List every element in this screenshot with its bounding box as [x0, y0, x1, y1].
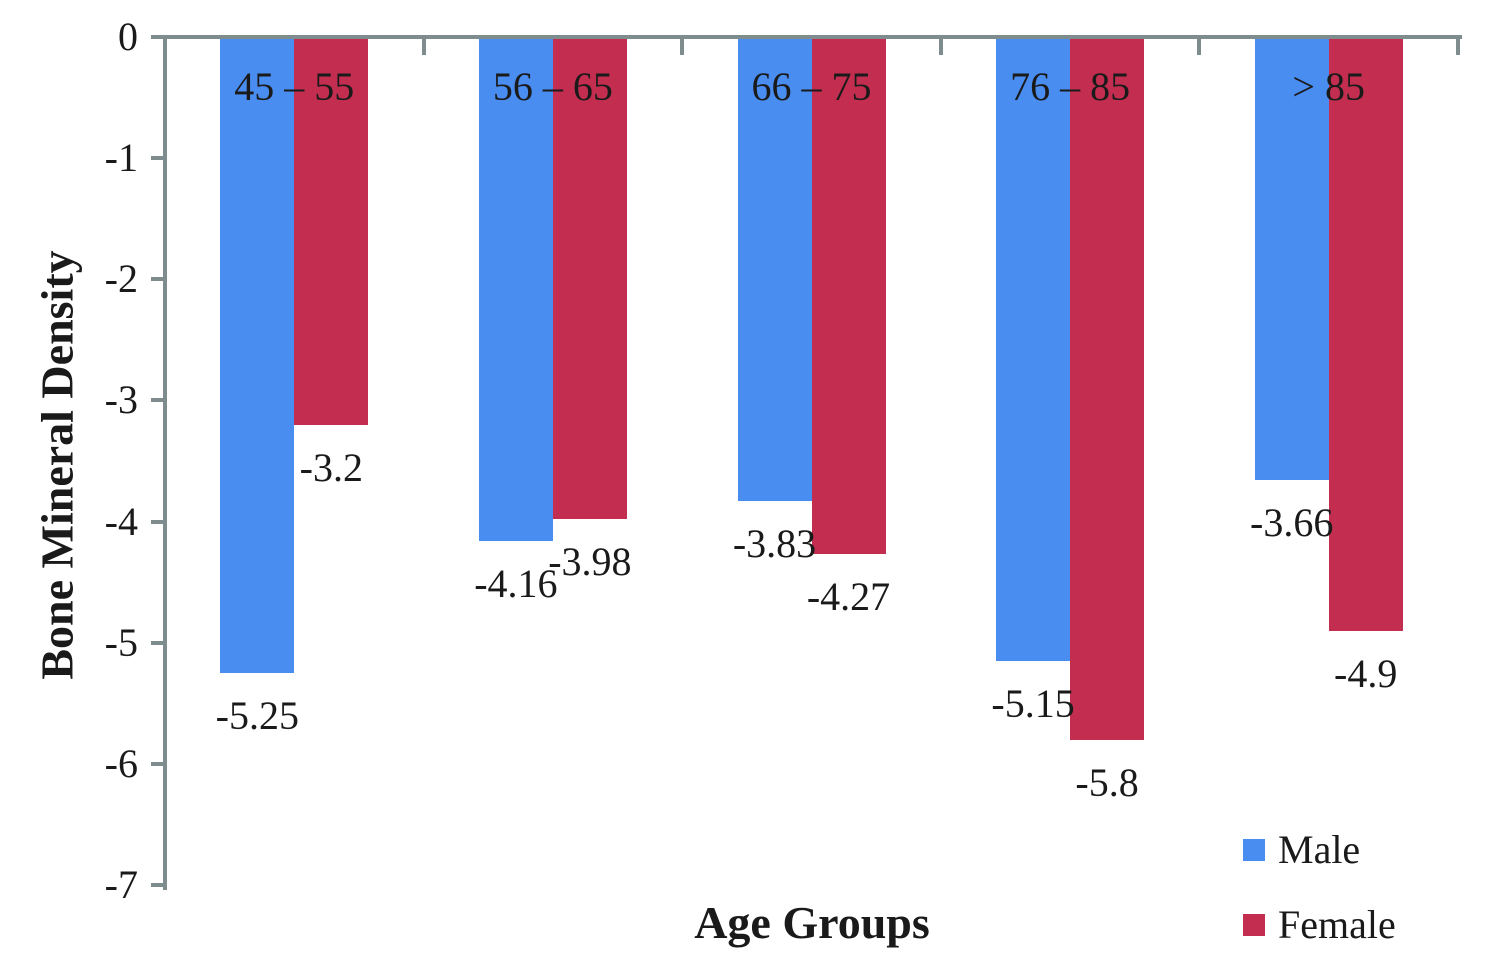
x-tick [680, 37, 685, 55]
y-tick [151, 156, 167, 161]
bar-male-4 [1254, 39, 1329, 481]
value-label: -3.83 [732, 520, 817, 566]
y-axis-title: Bone Mineral Density [31, 250, 83, 680]
y-tick-label: 0 [118, 14, 138, 59]
bar-male-1 [478, 39, 553, 541]
bar-male-3 [996, 39, 1071, 661]
y-tick [151, 761, 167, 766]
bar-female-2 [811, 39, 886, 555]
value-label: -5.15 [991, 680, 1075, 726]
legend-item-female: Female [1243, 903, 1396, 947]
y-tick-label: -3 [104, 377, 138, 423]
y-tick [151, 398, 167, 403]
y-tick [151, 883, 167, 887]
bar-male-0 [220, 39, 295, 673]
value-label: -3.66 [1250, 500, 1334, 546]
x-axis-line [151, 35, 1462, 39]
y-tick [151, 277, 167, 282]
value-label: -5.25 [215, 693, 299, 738]
bar-male-2 [737, 39, 812, 501]
legend-item-male: Male [1243, 828, 1396, 872]
x-tick [1197, 37, 1202, 55]
y-tick-label: -2 [104, 256, 138, 302]
legend-label-female: Female [1278, 902, 1396, 947]
x-tick [1456, 37, 1460, 55]
bar-female-1 [552, 39, 627, 520]
category-label: 66 – 75 [751, 64, 872, 109]
legend-swatch-male-icon [1243, 839, 1265, 861]
y-tick-label: -5 [104, 619, 138, 665]
legend-swatch-female-icon [1243, 914, 1265, 936]
y-tick-label: -1 [104, 135, 138, 181]
value-label: -5.8 [1075, 759, 1139, 805]
legend: Male Female [1243, 828, 1396, 947]
category-label: 56 – 65 [492, 64, 613, 109]
category-label: 76 – 85 [1010, 64, 1131, 109]
y-axis-line [163, 35, 167, 890]
category-label: > 85 [1292, 64, 1365, 109]
category-label: 45 – 55 [234, 64, 355, 109]
bar-female-4 [1328, 39, 1403, 631]
bar-female-3 [1070, 39, 1145, 740]
value-label: -4.16 [474, 560, 558, 606]
x-tick [938, 37, 943, 55]
y-tick [151, 640, 167, 645]
legend-label-male: Male [1278, 827, 1361, 872]
bar-female-0 [294, 39, 369, 425]
value-label: -4.27 [806, 574, 891, 620]
value-label: -3.98 [548, 539, 632, 585]
value-label: -4.9 [1334, 650, 1398, 696]
y-tick [151, 35, 167, 39]
y-tick [151, 519, 167, 524]
y-tick-label: -4 [104, 498, 138, 544]
value-label: -3.2 [299, 444, 363, 490]
x-axis-title: Age Groups [694, 897, 930, 948]
x-tick [421, 37, 426, 55]
y-tick-label: -7 [104, 862, 138, 907]
y-tick-label: -6 [104, 740, 138, 786]
